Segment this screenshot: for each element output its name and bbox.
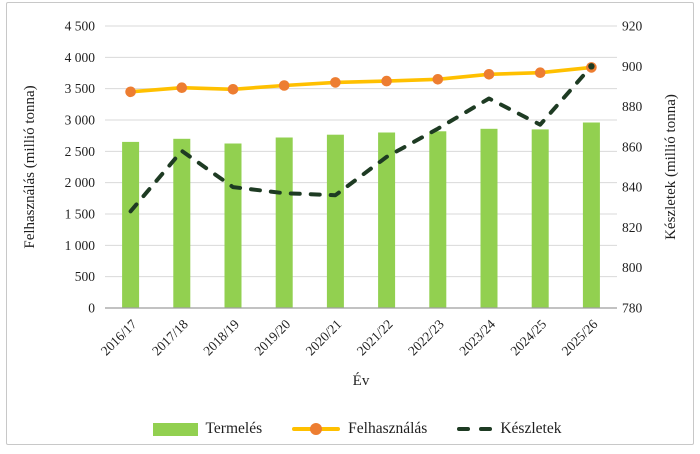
felhasznalas-marker-icon [310,423,323,435]
right-axis-title: Készletek (millió tonna) [663,94,679,240]
felhasznalas-marker[interactable] [381,75,392,87]
bar-termeles[interactable] [429,131,447,308]
bar-termeles[interactable] [326,134,344,308]
x-category-label: 2024/25 [507,316,549,358]
felhasznalas-marker[interactable] [330,77,341,88]
x-axis-title: Év [353,372,370,389]
legend-item-felhasznalas[interactable]: Felhasználás [292,420,427,438]
keszletek-dash-icon [457,426,471,432]
left-axis-tick-label: 500 [75,269,96,284]
left-axis-tick-label: 3 500 [65,81,96,96]
bar-termeles[interactable] [480,128,498,308]
left-axis-tick-label: 0 [88,301,95,316]
left-axis-tick-label: 1 500 [65,207,96,222]
right-axis-tick-label: 780 [622,301,643,316]
bar-termeles[interactable] [122,141,140,308]
bar-termeles[interactable] [224,143,242,309]
felhasznalas-swatch-icon [292,422,341,436]
bar-termeles[interactable] [275,137,293,309]
x-category-label: 2017/18 [149,316,191,358]
felhasznalas-marker[interactable] [176,82,188,93]
legend-label-felhasznalas: Felhasználás [348,420,428,437]
left-axis-tick-label: 4 500 [65,19,96,34]
chart-legend: Termelés Felhasználás Készletek [7,420,700,438]
combo-chart-canvas: 4 500 4 000 3 500 3 000 2 500 2 000 1 500 1 000… [22,19,679,390]
legend-item-keszletek[interactable]: Készletek [457,420,561,438]
right-axis-tick-label: 900 [622,59,643,74]
bar-termeles[interactable] [582,122,600,309]
x-category-label: 2025/26 [559,316,601,358]
left-axis-tick-label: 1 000 [65,238,96,253]
right-axis-tick-label: 860 [622,139,643,154]
x-category-label: 2016/17 [98,316,140,358]
x-category-label: 2023/24 [456,316,498,358]
felhasznalas-marker[interactable] [125,86,136,98]
left-axis-title: Felhasználás (millió tonna) [22,85,38,248]
right-axis-tick-label: 920 [622,19,643,34]
x-category-label: 2018/19 [200,316,242,358]
felhasznalas-marker[interactable] [483,69,495,80]
felhasznalas-line[interactable] [128,65,594,94]
keszletek-line[interactable] [128,64,594,214]
termeles-swatch-icon [152,422,198,436]
x-category-label: 2022/23 [405,316,447,358]
left-axis-tick-label: 2 500 [65,144,96,159]
legend-item-termeles[interactable]: Termelés [152,420,263,438]
bar-termeles[interactable] [173,138,191,308]
keszletek-dash-icon [479,426,493,432]
keszletek-end-marker [588,63,595,70]
right-axis-tick-label: 820 [622,220,643,235]
legend-label-termeles: Termelés [205,420,263,437]
bar-termeles[interactable] [378,132,396,309]
keszletek-swatch-icon [457,426,493,432]
right-axis-tick-label: 800 [622,260,643,275]
felhasznalas-marker[interactable] [432,74,444,85]
chart-frame: 4 500 4 000 3 500 3 000 2 500 2 000 1 500 1 000… [6,2,694,445]
felhasznalas-marker[interactable] [227,84,239,95]
right-axis-tick-label: 840 [622,180,643,195]
x-category-label: 2019/20 [251,316,293,358]
x-category-label: 2020/21 [303,317,345,359]
legend-label-keszletek: Készletek [500,420,562,437]
left-axis-tick-label: 3 000 [65,113,96,128]
right-axis-tick-label: 880 [622,99,643,114]
left-axis-tick-label: 2 000 [65,175,96,190]
left-axis-tick-label: 4 000 [65,50,96,65]
felhasznalas-marker[interactable] [278,80,290,91]
x-category-label: 2021/22 [354,317,396,359]
felhasznalas-marker[interactable] [534,67,546,78]
bar-termeles[interactable] [531,129,549,308]
